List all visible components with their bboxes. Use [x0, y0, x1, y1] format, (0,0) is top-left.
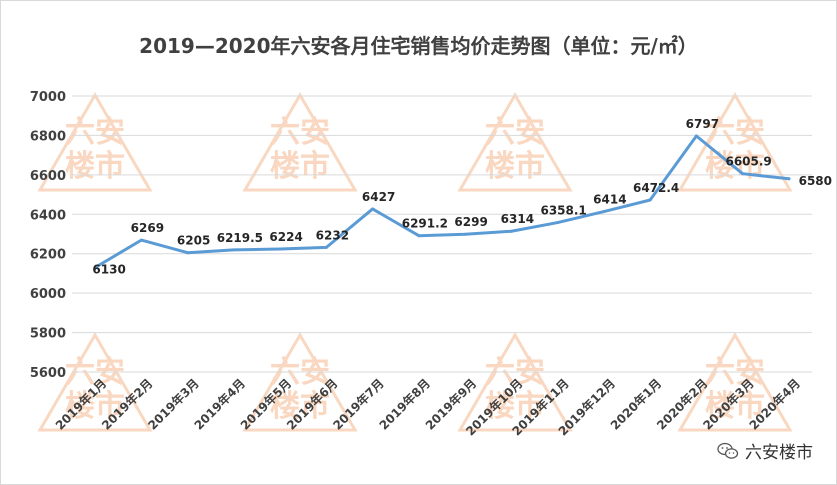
data-point [787, 177, 791, 181]
series-line [93, 134, 791, 270]
data-point [417, 234, 421, 238]
data-point [556, 221, 560, 225]
watermark-text-bottom: 楼市 [485, 389, 545, 424]
data-point [139, 238, 143, 242]
y-tick-label: 6000 [30, 287, 66, 302]
watermark-text-bottom: 楼市 [270, 389, 330, 424]
wechat-icon [717, 442, 739, 460]
data-label: 6205 [177, 234, 210, 248]
y-tick-label: 5600 [30, 366, 66, 381]
watermark-mark: 六安楼市 [457, 92, 573, 192]
watermark-triangle [242, 92, 358, 192]
watermark-triangle [242, 332, 358, 432]
y-tick-label: 6800 [30, 129, 66, 144]
brand-badge: 六安楼市 [717, 438, 813, 463]
brand-label: 六安楼市 [745, 443, 813, 463]
data-point [324, 245, 328, 249]
data-point [463, 232, 467, 236]
watermark-triangle [457, 332, 573, 432]
y-tick-label: 7000 [30, 90, 66, 105]
watermark-mark: 六安楼市 [37, 92, 153, 192]
data-label: 6224 [269, 230, 302, 244]
data-label: 6269 [131, 221, 164, 235]
data-label: 6797 [686, 117, 719, 131]
watermark-triangle [677, 92, 793, 192]
data-point [741, 172, 745, 176]
watermark-text-bottom: 楼市 [270, 149, 330, 184]
data-label: 6358.1 [540, 204, 586, 218]
y-tick-label: 6600 [30, 169, 66, 184]
data-point [694, 134, 698, 138]
data-point [648, 198, 652, 202]
watermark-text-bottom: 楼市 [65, 149, 125, 184]
data-label: 6314 [501, 212, 534, 226]
data-label: 6232 [316, 228, 349, 242]
data-label: 6472.4 [633, 181, 679, 195]
watermark-text-top: 六安 [705, 115, 765, 150]
data-label: 6414 [593, 193, 626, 207]
y-tick-label: 6400 [30, 208, 66, 223]
data-label: 6219.5 [217, 231, 263, 245]
watermark-mark: 六安楼市 [242, 92, 358, 192]
data-label: 6427 [362, 190, 395, 204]
watermark-text-top: 六安 [270, 115, 330, 150]
watermark-text-bottom: 楼市 [65, 389, 125, 424]
watermark-triangle [457, 92, 573, 192]
y-tick-label: 5800 [30, 327, 66, 342]
data-label: 6580 [799, 174, 832, 188]
data-point [232, 248, 236, 252]
watermark-text-top: 六安 [485, 115, 545, 150]
watermark-text-bottom: 楼市 [485, 149, 545, 184]
chart-title: 2019—2020年六安各月住宅销售均价走势图（单位：元/㎡） [139, 34, 698, 58]
watermark-triangle [677, 332, 793, 432]
data-label: 6299 [454, 215, 487, 229]
watermark-mark: 六安楼市 [242, 332, 358, 432]
data-point [278, 247, 282, 251]
data-label: 6291.2 [402, 217, 448, 231]
data-label: 6605.9 [725, 155, 771, 169]
data-label: 6130 [92, 263, 125, 277]
data-point [509, 229, 513, 233]
data-point [186, 251, 190, 255]
watermark-triangle [37, 92, 153, 192]
watermark-text-bottom: 楼市 [705, 389, 765, 424]
data-point [602, 210, 606, 214]
data-point [371, 207, 375, 211]
watermark-triangle [37, 332, 153, 432]
watermark-text-top: 六安 [65, 115, 125, 150]
data-point [93, 266, 97, 270]
y-tick-label: 6200 [30, 248, 66, 263]
